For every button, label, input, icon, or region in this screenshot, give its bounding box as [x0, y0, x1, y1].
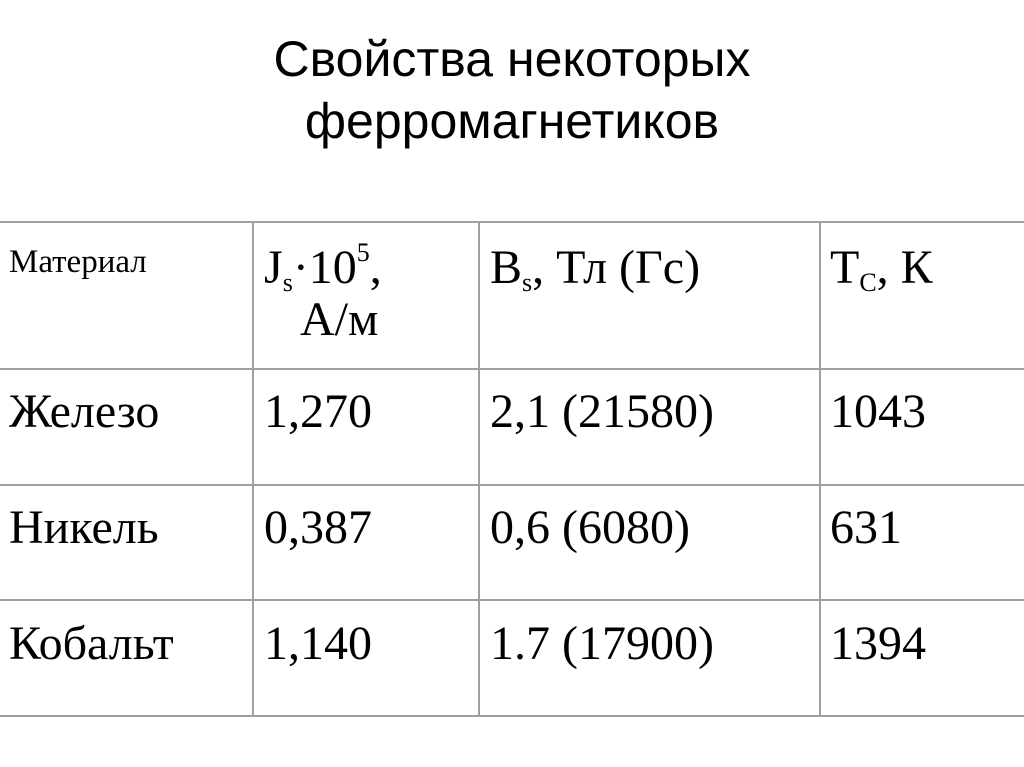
header-js: Js·105, А/м	[264, 240, 474, 346]
cell-tc: 1043	[830, 385, 926, 438]
column-divider	[478, 221, 480, 715]
bs-symbol: B	[490, 241, 523, 294]
js-tail: ,	[369, 241, 382, 294]
slide-title: Свойства некоторых ферромагнетиков	[0, 28, 1024, 152]
cell-bs: 2,1 (21580)	[490, 385, 714, 438]
cell-material: Кобальт	[9, 617, 174, 670]
tc-sub: C	[859, 268, 877, 297]
js-sub: s	[282, 268, 293, 297]
title-line-1: Свойства некоторых	[273, 31, 751, 87]
row-divider	[0, 599, 1024, 601]
cell-tc: 1394	[830, 617, 926, 670]
header-tc: TC, К	[830, 241, 933, 297]
cell-tc: 631	[830, 501, 902, 554]
js-sup: 5	[356, 238, 370, 267]
js-unit: А/м	[300, 293, 379, 346]
title-line-2: ферромагнетиков	[304, 93, 720, 149]
cell-js: 1,270	[264, 385, 372, 438]
header-bs: Bs, Тл (Гс)	[490, 241, 701, 297]
tc-tail: , К	[876, 241, 933, 294]
cell-bs: 0,6 (6080)	[490, 501, 690, 554]
js-symbol: J	[264, 241, 283, 294]
table-border-bottom	[0, 715, 1024, 717]
cell-js: 0,387	[264, 501, 372, 554]
column-divider	[252, 221, 254, 715]
bs-sub: s	[522, 268, 533, 297]
cell-js: 1,140	[264, 617, 372, 670]
row-divider	[0, 484, 1024, 486]
bs-tail: , Тл (Гс)	[532, 241, 701, 294]
table-border-top	[0, 221, 1024, 223]
cell-material: Железо	[9, 385, 160, 438]
row-divider	[0, 368, 1024, 370]
cell-material: Никель	[9, 501, 159, 554]
tc-symbol: T	[830, 241, 860, 294]
column-divider	[819, 221, 821, 715]
header-material: Материал	[9, 244, 147, 280]
cell-bs: 1.7 (17900)	[490, 617, 714, 670]
js-mid: ·10	[292, 241, 357, 294]
